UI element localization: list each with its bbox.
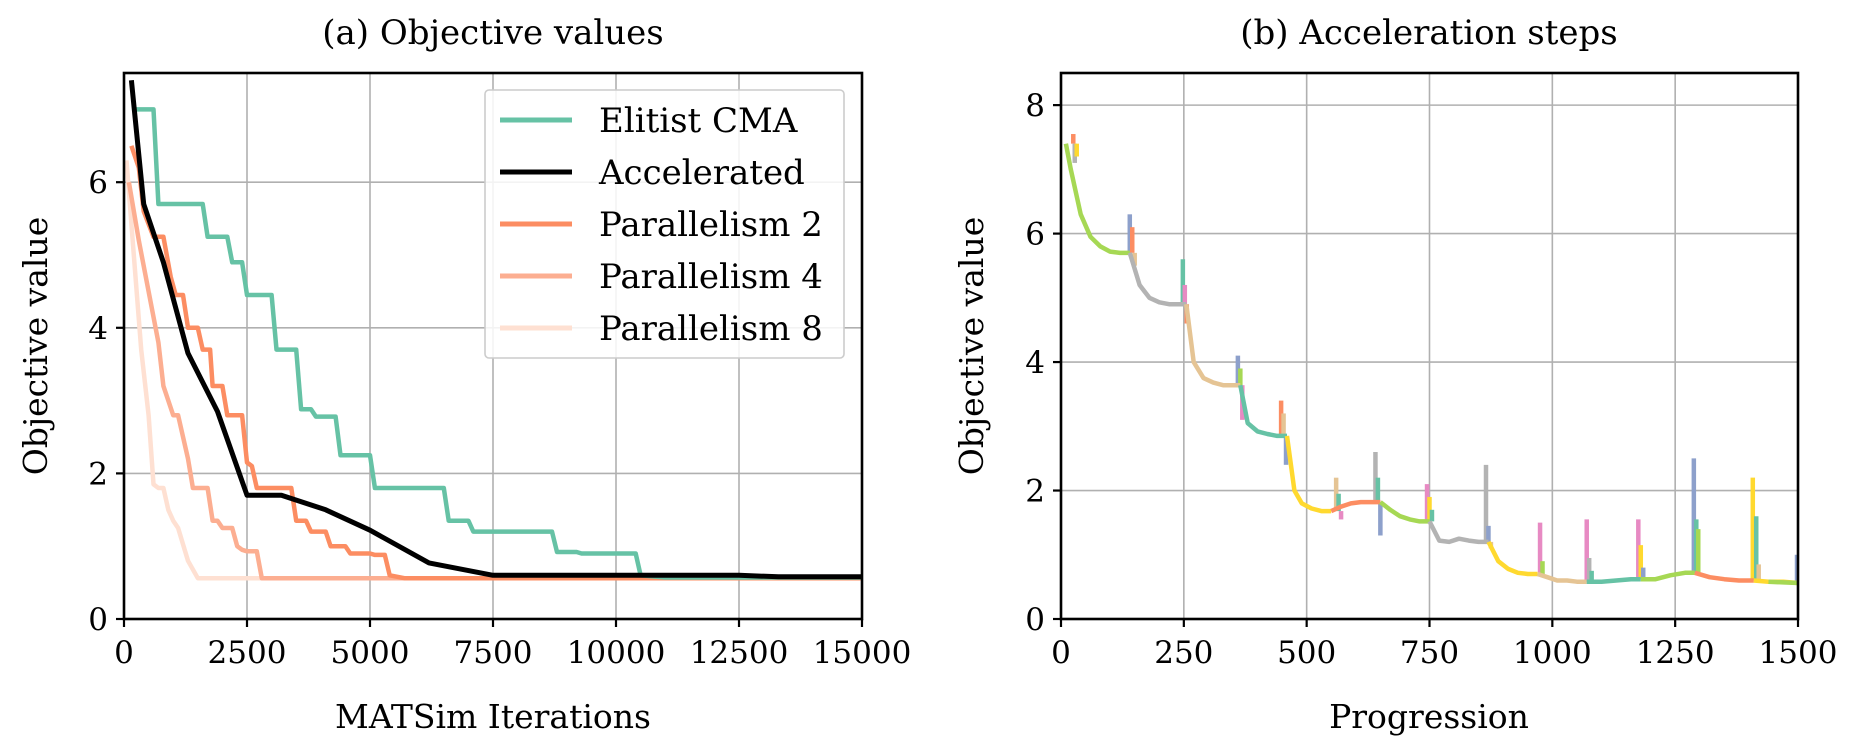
x-tick-label: 1250 xyxy=(1636,635,1715,671)
legend-box xyxy=(484,89,845,359)
legend-label: Parallelism 8 xyxy=(599,309,823,349)
progression-path-segment xyxy=(1284,435,1332,514)
y-tick-label: 0 xyxy=(88,602,108,638)
progression-path-segment xyxy=(1486,540,1538,577)
panel-a-x-ticks: 0 2500 5000 7500 10000 12500 15000 xyxy=(114,619,911,671)
progression-path-segment xyxy=(1536,571,1587,584)
x-tick-label: 15000 xyxy=(813,635,912,671)
series-accelerated-line xyxy=(128,80,862,580)
progression-path-segment xyxy=(1768,579,1798,586)
legend-label: Accelerated xyxy=(598,153,805,193)
legend-label: Parallelism 4 xyxy=(599,257,823,297)
panel-acceleration-steps: (b) Acceleration steps 0 250 500 750 1000 125… xyxy=(952,13,1837,736)
legend-label: Elitist CMA xyxy=(599,101,798,141)
legend-label: Parallelism 2 xyxy=(599,205,823,245)
x-tick-label: 7500 xyxy=(454,635,533,671)
x-tick-label: 12500 xyxy=(690,635,789,671)
panel-a-y-ticks: 0 2 4 6 xyxy=(88,165,124,638)
x-tick-label: 0 xyxy=(1051,635,1071,671)
progression-path-segment xyxy=(1063,143,1130,256)
series-parallelism-2-line xyxy=(129,145,862,581)
panel-b-series xyxy=(1063,134,1798,586)
progression-path-segment xyxy=(1330,499,1381,514)
series-parallelism-8-line xyxy=(124,160,862,581)
panel-b-y-axis-label: Objective value xyxy=(952,217,991,476)
panel-b-y-ticks: 0 2 4 6 8 xyxy=(1025,88,1061,638)
y-tick-label: 2 xyxy=(88,456,108,492)
progression-path-segment xyxy=(1427,520,1489,545)
panel-objective-values: (a) Objective values 0 2500 5000 7500 10000 1… xyxy=(16,13,911,736)
x-tick-label: 750 xyxy=(1400,635,1459,671)
y-tick-label: 0 xyxy=(1025,602,1045,638)
y-tick-label: 6 xyxy=(88,165,108,201)
x-tick-label: 1000 xyxy=(1513,635,1592,671)
x-tick-label: 2500 xyxy=(208,635,287,671)
y-tick-label: 4 xyxy=(88,311,108,347)
y-tick-label: 6 xyxy=(1025,217,1045,253)
progression-path-segment xyxy=(1586,576,1641,584)
x-tick-label: 250 xyxy=(1154,635,1213,671)
panel-a-x-axis-label: MATSim Iterations xyxy=(335,697,651,736)
panel-a-series xyxy=(124,80,862,581)
panel-a-y-axis-label: Objective value xyxy=(16,217,55,476)
panel-a-title: (a) Objective values xyxy=(322,13,663,53)
panel-a-legend: Elitist CMA Accelerated Parallelism 2 Paral… xyxy=(484,89,845,359)
x-tick-label: 0 xyxy=(114,635,134,671)
progression-path-segment xyxy=(1640,570,1695,582)
x-tick-label: 5000 xyxy=(331,635,410,671)
y-tick-label: 4 xyxy=(1025,345,1045,381)
progression-path-segment xyxy=(1694,570,1754,583)
y-tick-label: 2 xyxy=(1025,474,1045,510)
progression-path-segment xyxy=(1184,303,1241,388)
y-tick-label: 8 xyxy=(1025,88,1045,124)
series-parallelism-4-line xyxy=(126,181,862,581)
x-tick-label: 10000 xyxy=(567,635,666,671)
panel-b-title: (b) Acceleration steps xyxy=(1240,13,1618,53)
x-tick-label: 1500 xyxy=(1759,635,1838,671)
x-tick-label: 500 xyxy=(1277,635,1336,671)
series-elitist-cma-line xyxy=(133,107,862,580)
progression-path-segment xyxy=(1127,252,1187,307)
progression-path-segment xyxy=(1238,384,1287,439)
progression-path-segment xyxy=(1379,500,1430,524)
panel-b-x-axis-label: Progression xyxy=(1329,697,1529,736)
panel-b-x-ticks: 0 250 500 750 1000 1250 1500 xyxy=(1051,619,1837,671)
